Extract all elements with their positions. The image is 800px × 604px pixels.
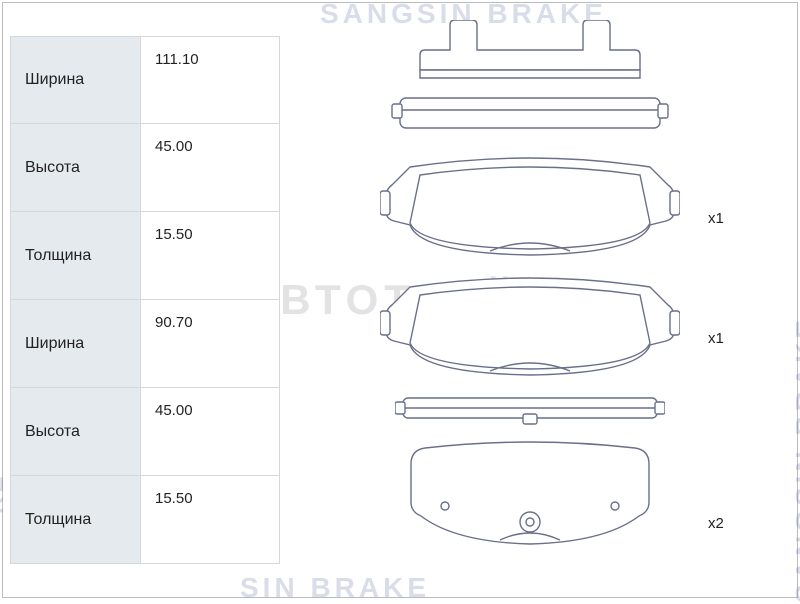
- watermark-left: KE: [0, 473, 10, 514]
- spec-label: Высота: [11, 388, 141, 475]
- spec-row: Высота 45.00: [10, 124, 280, 212]
- spec-value: 90.70: [141, 300, 279, 387]
- spec-row: Ширина 111.10: [10, 36, 280, 124]
- spec-table: Ширина 111.10 Высота 45.00 Толщина 15.50…: [10, 36, 280, 564]
- spec-label: Высота: [11, 124, 141, 211]
- spec-value: 45.00: [141, 388, 279, 475]
- spec-label: Толщина: [11, 476, 141, 563]
- spec-value: 45.00: [141, 124, 279, 211]
- qty-label: x2: [708, 515, 724, 532]
- pad-front-2: [380, 275, 680, 380]
- spec-label: Ширина: [11, 37, 141, 123]
- brake-pad-diagram: x1 x1 x2: [340, 20, 760, 580]
- clip-top: [400, 20, 660, 80]
- spec-row: Высота 45.00: [10, 388, 280, 476]
- spec-value: 15.50: [141, 476, 279, 563]
- spec-row: Толщина 15.50: [10, 212, 280, 300]
- pad-front-1: [380, 155, 680, 260]
- spec-value: 111.10: [141, 37, 279, 123]
- backing-plate-top: [390, 90, 670, 140]
- spec-row: Толщина 15.50: [10, 476, 280, 564]
- qty-label: x1: [708, 210, 724, 227]
- spec-label: Ширина: [11, 300, 141, 387]
- pad-back: [405, 440, 655, 550]
- spec-row: Ширина 90.70: [10, 300, 280, 388]
- spec-label: Толщина: [11, 212, 141, 299]
- shim-side: [395, 392, 665, 428]
- qty-label: x1: [708, 330, 724, 347]
- watermark-right: SANGSIN BRAKE: [790, 316, 800, 603]
- spec-value: 15.50: [141, 212, 279, 299]
